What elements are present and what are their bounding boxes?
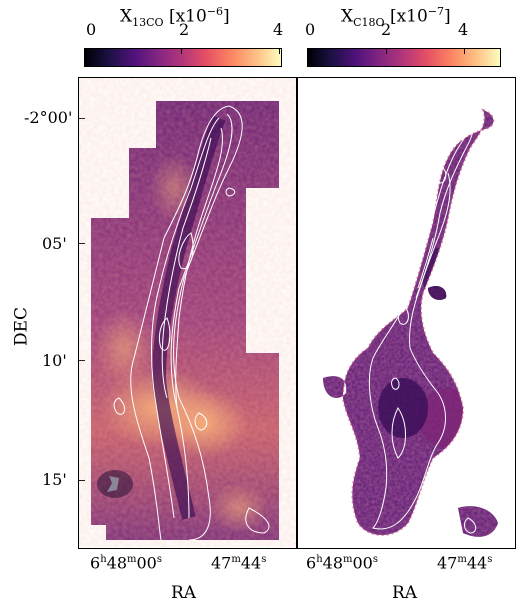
ytick-label-3: 15' (42, 470, 67, 489)
colorbar-right-tick-2: 2 (381, 20, 392, 39)
colorbar-right-label: XC18O [x10−7] (341, 5, 451, 30)
colorbar-left-tick-4: 4 (273, 20, 284, 39)
left-x-axis-label: RA (171, 583, 197, 603)
y-axis-label: DEC (11, 306, 32, 347)
figure-panels (78, 77, 516, 549)
left-xtick-label-0: 6h48m00s (90, 553, 162, 573)
ytick-label-0: -2°00' (24, 108, 73, 127)
colorbar-left-tick-0: 0 (86, 20, 97, 39)
colorbar-left-tick-2: 2 (179, 20, 190, 39)
right-contours (368, 117, 477, 534)
right-panel-map (323, 108, 498, 537)
colorbar-right-tick-4: 4 (458, 20, 469, 39)
left-contours (113, 105, 270, 541)
right-xtick-label-1: 47m44s (437, 553, 493, 573)
colorbar-right-tick-0: 0 (305, 20, 316, 39)
ytick-label-1: 05' (42, 234, 67, 253)
colorbar-left (84, 48, 282, 67)
colorbar-right (307, 48, 501, 67)
right-xtick-label-0: 6h48m00s (306, 553, 378, 573)
left-xtick-label-1: 47m44s (211, 553, 267, 573)
right-x-axis-label: RA (392, 583, 418, 603)
ytick-label-2: 10' (42, 351, 67, 370)
colorbar-left-label: X13CO [x10−6] (120, 5, 230, 30)
left-panel-map (91, 101, 279, 541)
panel-divider (296, 78, 298, 548)
